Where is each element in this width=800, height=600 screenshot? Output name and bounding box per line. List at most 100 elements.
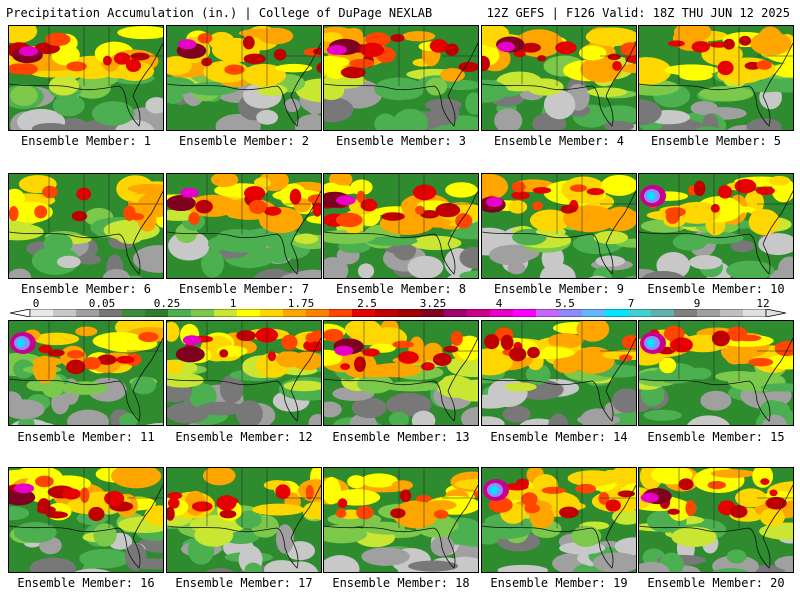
ensemble-member-map	[166, 25, 322, 131]
ensemble-member-map	[323, 320, 479, 426]
ensemble-member-label: Ensemble Member: 19	[490, 576, 628, 590]
ensemble-member-label: Ensemble Member: 16	[17, 576, 155, 590]
colorbar-tick-label: 1	[229, 297, 237, 310]
ensemble-member-map	[166, 320, 322, 426]
colorbar-swatch	[720, 309, 744, 317]
precip-field	[9, 321, 163, 425]
precip-field	[9, 468, 163, 572]
colorbar-swatch	[122, 309, 146, 317]
precip-field	[167, 468, 321, 572]
ensemble-member-label: Ensemble Member: 17	[175, 576, 313, 590]
colorbar-tick-label: 2.5	[357, 297, 377, 310]
colorbar-tick-label: 5.5	[555, 297, 575, 310]
ensemble-member-label: Ensemble Member: 8	[335, 282, 467, 296]
ensemble-member-map	[638, 173, 794, 279]
colorbar-tick-label: 7	[627, 297, 635, 310]
colorbar-swatch	[398, 309, 422, 317]
ensemble-member-label: Ensemble Member: 12	[175, 430, 313, 444]
colorbar-swatch	[168, 309, 192, 317]
precip-field	[9, 174, 163, 278]
colorbar-swatch	[191, 309, 215, 317]
precip-field	[324, 26, 478, 130]
ensemble-member-map	[323, 467, 479, 573]
ensemble-member-label: Ensemble Member: 3	[335, 134, 467, 148]
precip-field	[167, 321, 321, 425]
colorbar-tick-label: 9	[693, 297, 701, 310]
colorbar-swatch	[53, 309, 77, 317]
precip-field	[167, 26, 321, 130]
colorbar-swatch	[490, 309, 514, 317]
ensemble-member-map	[8, 173, 164, 279]
precip-field	[167, 174, 321, 278]
colorbar-swatch	[582, 309, 606, 317]
ensemble-member-map	[481, 25, 637, 131]
colorbar-swatch	[145, 309, 169, 317]
colorbar-swatch	[329, 309, 353, 317]
precip-field	[482, 468, 636, 572]
precip-field	[482, 26, 636, 130]
ensemble-member-label: Ensemble Member: 20	[647, 576, 785, 590]
colorbar	[10, 309, 786, 317]
colorbar-swatch	[444, 309, 468, 317]
ensemble-member-label: Ensemble Member: 6	[20, 282, 152, 296]
ensemble-member-map	[8, 25, 164, 131]
ensemble-member-label: Ensemble Member: 18	[332, 576, 470, 590]
colorbar-swatch	[628, 309, 652, 317]
precip-field	[9, 26, 163, 130]
colorbar-swatch	[513, 309, 537, 317]
ensemble-member-map	[481, 467, 637, 573]
ensemble-member-label: Ensemble Member: 1	[20, 134, 152, 148]
colorbar-tick-label: 12	[756, 297, 770, 310]
precip-field	[639, 468, 793, 572]
colorbar-arrow-left	[10, 309, 31, 317]
colorbar-swatch	[99, 309, 123, 317]
precip-field	[482, 174, 636, 278]
colorbar-swatch	[76, 309, 100, 317]
ensemble-member-label: Ensemble Member: 2	[178, 134, 310, 148]
ensemble-member-label: Ensemble Member: 7	[178, 282, 310, 296]
colorbar-swatch	[697, 309, 721, 317]
ensemble-member-map	[638, 467, 794, 573]
colorbar-tick-label: 1.75	[287, 297, 315, 310]
ensemble-member-label: Ensemble Member: 9	[493, 282, 625, 296]
colorbar-swatch	[421, 309, 445, 317]
ensemble-member-map	[481, 320, 637, 426]
colorbar-swatch	[214, 309, 238, 317]
precip-field	[324, 174, 478, 278]
precip-field	[639, 321, 793, 425]
colorbar-swatch	[674, 309, 698, 317]
colorbar-tick-label: 0.25	[153, 297, 181, 310]
ensemble-member-map	[8, 467, 164, 573]
colorbar-tick-label: 4	[495, 297, 503, 310]
ensemble-member-map	[323, 173, 479, 279]
ensemble-member-map	[638, 25, 794, 131]
colorbar-swatch	[306, 309, 330, 317]
ensemble-member-label: Ensemble Member: 10	[647, 282, 785, 296]
model-run-info: 12Z GEFS | F126 Valid: 18Z THU JUN 12 20…	[486, 6, 790, 20]
map-title: Precipitation Accumulation (in.) | Colle…	[6, 6, 433, 20]
ensemble-member-label: Ensemble Member: 4	[493, 134, 625, 148]
colorbar-swatch	[375, 309, 399, 317]
colorbar-swatch	[283, 309, 307, 317]
colorbar-swatch	[743, 309, 767, 317]
precip-field	[639, 26, 793, 130]
ensemble-member-map	[166, 173, 322, 279]
colorbar-arrow-right	[765, 309, 786, 317]
precip-field	[482, 321, 636, 425]
colorbar-swatch	[30, 309, 54, 317]
ensemble-member-map	[323, 25, 479, 131]
colorbar-swatch	[260, 309, 284, 317]
ensemble-member-label: Ensemble Member: 15	[647, 430, 785, 444]
precip-field	[324, 321, 478, 425]
colorbar-tick-label: 0	[32, 297, 40, 310]
ensemble-member-label: Ensemble Member: 5	[650, 134, 782, 148]
colorbar-tick-label: 3.25	[419, 297, 447, 310]
precip-field	[639, 174, 793, 278]
colorbar-swatch	[559, 309, 583, 317]
ensemble-member-label: Ensemble Member: 11	[17, 430, 155, 444]
ensemble-member-map	[638, 320, 794, 426]
ensemble-member-map	[8, 320, 164, 426]
ensemble-member-label: Ensemble Member: 13	[332, 430, 470, 444]
colorbar-swatch	[605, 309, 629, 317]
colorbar-swatch	[467, 309, 491, 317]
